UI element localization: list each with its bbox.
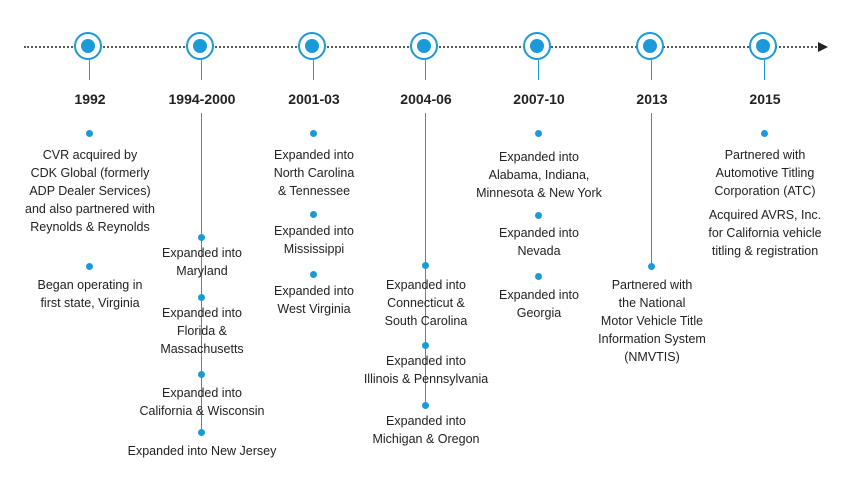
milestone-node-icon [749,32,777,60]
event-bullet-icon [535,130,542,137]
event-text: Expanded into New Jersey [127,444,277,458]
milestone-node-icon [410,32,438,60]
event-bullet-icon [198,429,205,436]
period-connector-line [201,113,202,432]
milestone-stem [89,60,90,80]
timeline-period: 2001-03 Expanded into North Carolina & Te… [224,0,404,480]
event-bullet-icon [86,130,93,137]
event-bullet-icon [310,211,317,218]
timeline-period: 1994-2000 Expanded into Maryland Expanded … [112,0,292,480]
event-text: Expanded into Georgia [499,288,579,320]
milestone-node-core [417,39,431,53]
event-text: Expanded into Mississippi [274,224,354,256]
event-text: Expanded into North Carolina & Tennessee [273,148,355,198]
timeline-period: 2015 Partnered with Automotive Titling Co… [675,0,848,480]
milestone-node-icon [74,32,102,60]
event-text: Began operating in first state, Virginia [37,278,143,310]
milestone-node-core [530,39,544,53]
event-bullet-icon [198,234,205,241]
milestone-stem [425,60,426,80]
event-text: Expanded into Michigan & Oregon [372,414,480,446]
milestone-node-core [756,39,770,53]
event-text: CVR acquired by CDK Global (formerly ADP… [25,148,155,234]
milestone-node-core [193,39,207,53]
event-bullet-icon [310,130,317,137]
event-bullet-icon [310,271,317,278]
period-year-label: 2015 [749,91,781,107]
period-year-label: 2013 [636,91,668,107]
period-year-label: 1992 [74,91,106,107]
milestone-stem [538,60,539,80]
milestone-node-core [643,39,657,53]
event-text: Partnered with the National Motor Vehicl… [598,278,706,364]
period-year-label: 2007-10 [513,91,565,107]
timeline-period: 1992 CVR acquired by CDK Global (formerly… [0,0,180,480]
milestone-node-icon [298,32,326,60]
event-text: Expanded into Florida & Massachusetts [160,306,244,356]
period-year-label: 1994-2000 [168,91,236,107]
milestone-node-icon [523,32,551,60]
event-text: Expanded into Alabama, Indiana, Minnesot… [476,150,602,200]
milestone-stem [201,60,202,80]
event-bullet-icon [648,263,655,270]
event-bullet-icon [422,402,429,409]
milestone-node-core [305,39,319,53]
event-text: Expanded into Illinois & Pennsylvania [363,354,489,386]
timeline-period: 2007-10 Expanded into Alabama, Indiana, M… [449,0,629,480]
event-bullet-icon [198,371,205,378]
event-text: Expanded into Maryland [162,246,242,278]
event-bullet-icon [422,262,429,269]
event-bullet-icon [761,130,768,137]
event-bullet-icon [535,273,542,280]
milestone-node-icon [186,32,214,60]
event-text: Expanded into California & Wisconsin [139,386,265,418]
arrow-right-icon [818,42,828,52]
period-year-label: 2001-03 [288,91,340,107]
event-text: Expanded into Nevada [499,226,579,258]
timeline-period: 2013 Partnered with the National Motor Ve… [562,0,742,480]
event-bullet-icon [198,294,205,301]
milestone-node-core [81,39,95,53]
event-bullet-icon [86,263,93,270]
milestone-stem [313,60,314,80]
period-connector-line [651,113,652,266]
milestone-stem [651,60,652,80]
event-bullet-icon [535,212,542,219]
event-text: Expanded into West Virginia [274,284,354,316]
event-bullet-icon [422,342,429,349]
milestone-node-icon [636,32,664,60]
event-text: Partnered with Automotive Titling Corpor… [714,148,816,198]
period-year-label: 2004-06 [400,91,452,107]
timeline-period: 2004-06 Expanded into Connecticut & South… [336,0,516,480]
period-connector-line [425,113,426,405]
milestone-stem [764,60,765,80]
event-text: Acquired AVRS, Inc. for California vehic… [708,208,822,258]
event-text: Expanded into Connecticut & South Caroli… [384,278,468,328]
